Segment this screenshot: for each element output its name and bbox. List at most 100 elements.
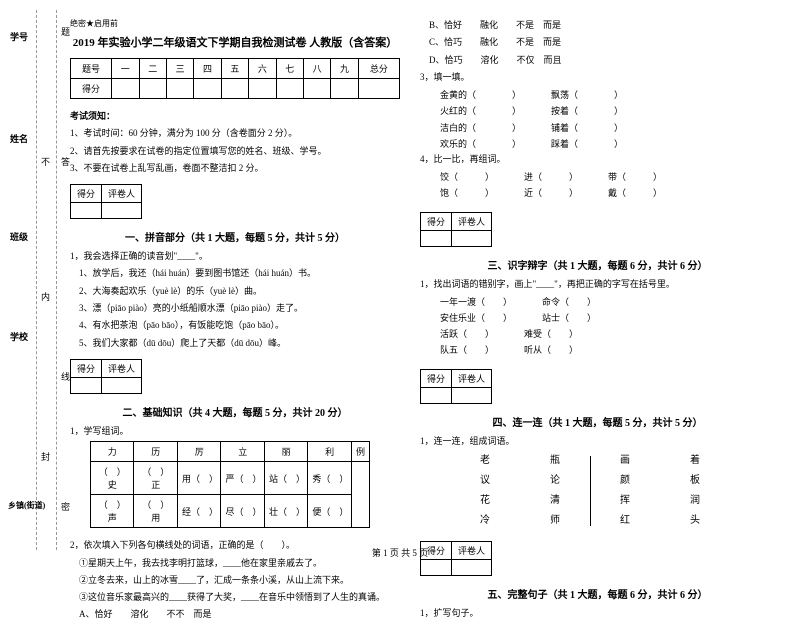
s2-opt-a: A、恰好 溶化 不不 而是 (70, 607, 400, 622)
fill-item: 戴（ ） (608, 185, 662, 201)
s4-q: 4，比一比，再组词。 (420, 152, 775, 167)
main-title: 2019 年实验小学二年级语文下学期自我检测试卷 人教版（含答案） (70, 34, 400, 50)
fill-item: 铺着（ ） (551, 120, 623, 136)
fill-item: 命令（ ） (542, 294, 596, 310)
confidential-mark: 绝密★启用前 (70, 18, 400, 29)
score-table: 题号 一 二 三 四 五 六 七 八 九 总分 得分 (70, 58, 400, 99)
score-cell: 五 (221, 59, 248, 79)
scorebox-table: 得分评卷人 (70, 184, 142, 219)
match-item: 花 (480, 491, 490, 511)
fill-item: 欢乐的（ ） (440, 136, 521, 152)
s7-q: 1，扩写句子。 (420, 606, 775, 621)
fill-item: 洁白的（ ） (440, 120, 521, 136)
fill-item: 安住乐业（ ） (440, 310, 512, 326)
fill-item: 近（ ） (524, 185, 578, 201)
match-item: 头 (690, 511, 700, 531)
s1-q: 1，我会选择正确的读音划"____"。 (70, 249, 400, 264)
match-item: 颜 (620, 471, 630, 491)
s2-q2: 2，依次填入下列各句横线处的词语，正确的是（ ）。 (70, 538, 400, 553)
scorebox-table: 得分评卷人 (420, 369, 492, 404)
match-item: 红 (620, 511, 630, 531)
s2-opt: C、恰巧 融化 不是 而是 (420, 35, 775, 50)
fill-item: 火红的（ ） (440, 103, 521, 119)
match-item: 瓶 (550, 451, 560, 471)
side-label-name: 姓名 (10, 132, 28, 145)
match-item: 论 (550, 471, 560, 491)
s1-item: 2、大海奏起欢乐（yuè lè）的乐（yuè lè）曲。 (70, 284, 400, 299)
score-cell: 三 (166, 59, 193, 79)
fill-item: 带（ ） (608, 169, 662, 185)
s2-line: ①星期天上午，我去找李明打篮球，____他在家里亲戚去了。 (70, 556, 400, 571)
match-item: 挥 (620, 491, 630, 511)
score-cell: 七 (276, 59, 303, 79)
seal-char: 线 (61, 370, 70, 383)
section-3-title: 三、识字辩字（共 1 大题，每题 6 分，共计 6 分） (420, 257, 775, 272)
section-2-title: 二、基础知识（共 4 大题，每题 5 分，共计 20 分） (70, 404, 400, 419)
char-table: 力 历 厉 立 丽 利 例 （ ）史 （ ）正 用（ ） 严（ ） 站（ ） 秀… (90, 441, 370, 528)
fill-item: 听从（ ） (524, 342, 578, 358)
s2-line: ③这位音乐家最高兴的____获得了大奖，____在音乐中领悟到了人生的真诵。 (70, 590, 400, 605)
match-item: 老 (480, 451, 490, 471)
side-label-town: 乡镇(街道) (8, 500, 45, 511)
score-cell: 一 (112, 59, 139, 79)
notice-line: 2、请首先按要求在试卷的指定位置填写您的姓名、班级、学号。 (70, 144, 400, 159)
fill-item: 一年一渡（ ） (440, 294, 512, 310)
match-item: 师 (550, 511, 560, 531)
side-label-school: 学校 (10, 330, 28, 343)
fill-item: 按着（ ） (551, 103, 623, 119)
match-item: 画 (620, 451, 630, 471)
seal-char: 封 (41, 450, 50, 463)
fill-item: 金黄的（ ） (440, 87, 521, 103)
seal-char: 题 (61, 25, 70, 38)
s5-q: 1，找出词语的错别字，画上"____"，再把正确的字写在括号里。 (420, 277, 775, 292)
fill-item: 进（ ） (524, 169, 578, 185)
side-label-class: 班级 (10, 230, 28, 243)
scorebox-table: 得分评卷人 (70, 359, 142, 394)
fill-item: 飘荡（ ） (551, 87, 623, 103)
s1-item: 1、放学后，我还（hái huán）要到图书馆还（hái huán）书。 (70, 266, 400, 281)
score-cell: 六 (249, 59, 276, 79)
s3-q: 3，填一填。 (420, 70, 775, 85)
score-cell: 得分 (71, 79, 112, 99)
s2-q1: 1，学写组词。 (70, 424, 400, 439)
fill-item: 活跃（ ） (440, 326, 494, 342)
seal-char: 答 (61, 155, 70, 168)
s2-opt: B、恰好 融化 不是 而是 (420, 18, 775, 33)
fill-item: 难受（ ） (524, 326, 578, 342)
s2-line: ②立冬去来，山上的冰雪____了，汇成一条条小溪，从山上流下来。 (70, 573, 400, 588)
section-1-title: 一、拼音部分（共 1 大题，每题 5 分，共计 5 分） (70, 229, 400, 244)
match-item: 议 (480, 471, 490, 491)
score-cell: 题号 (71, 59, 112, 79)
notice-line: 1、考试时间：60 分钟，满分为 100 分（含卷面分 2 分）。 (70, 126, 400, 141)
score-cell: 四 (194, 59, 221, 79)
scorebox-table: 得分评卷人 (420, 212, 492, 247)
fill-item: 饺（ ） (440, 169, 494, 185)
s1-item: 4、有水把茶泡（pāo bāo），有饭能吃饱（pāo bāo）。 (70, 318, 400, 333)
fill-item: 踩着（ ） (551, 136, 623, 152)
s6-q: 1，连一连，组成词语。 (420, 434, 775, 449)
s1-item: 3、漂（piāo piào）亮的小纸船顺水漂（piāo piào）走了。 (70, 301, 400, 316)
score-cell: 二 (139, 59, 166, 79)
match-item: 板 (690, 471, 700, 491)
page-footer: 第 1 页 共 5 页 (372, 546, 428, 559)
notice-title: 考试须知： (70, 109, 400, 124)
notice-line: 3、不要在试卷上乱写乱画，卷面不整洁扣 2 分。 (70, 161, 400, 176)
match-item: 润 (690, 491, 700, 511)
fill-item: 饱（ ） (440, 185, 494, 201)
match-item: 清 (550, 491, 560, 511)
section-4-title: 四、连一连（共 1 大题，每题 5 分，共计 5 分） (420, 414, 775, 429)
scorebox-table: 得分评卷人 (420, 541, 492, 576)
s1-item: 5、我们大家都（dū dōu）爬上了天都（dū dōu）峰。 (70, 336, 400, 351)
score-cell: 九 (331, 59, 358, 79)
side-label-id: 学号 (10, 30, 28, 43)
seal-char: 内 (41, 290, 50, 303)
seal-char: 密 (61, 500, 70, 513)
s2-opt: D、恰巧 溶化 不仅 而且 (420, 53, 775, 68)
seal-char: 不 (41, 155, 50, 168)
fill-item: 队五（ ） (440, 342, 494, 358)
score-cell: 八 (303, 59, 330, 79)
match-item: 冷 (480, 511, 490, 531)
section-5-title: 五、完整句子（共 1 大题，每题 6 分，共计 6 分） (420, 586, 775, 601)
score-cell: 总分 (358, 59, 399, 79)
fill-item: 站士（ ） (542, 310, 596, 326)
